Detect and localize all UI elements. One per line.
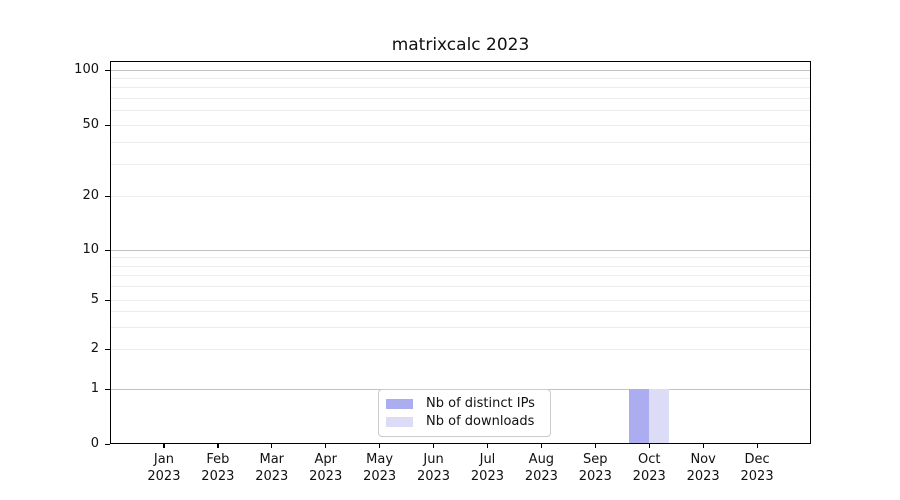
x-axis-tick-label: Sep 2023 (563, 451, 627, 485)
y-axis-tickmark (105, 195, 110, 197)
x-axis-tick-year: 2023 (363, 469, 397, 484)
y-axis-tick-label: 5 (90, 292, 99, 307)
legend: Nb of distinct IPs Nb of downloads (378, 389, 551, 437)
chart-title: matrixcalc 2023 (391, 35, 530, 55)
y-axis-tick-label: 10 (82, 242, 99, 257)
x-axis-tick-year: 2023 (309, 469, 343, 484)
y-axis-tick-label: 0 (90, 436, 99, 451)
x-axis-tick-label: Dec 2023 (725, 451, 789, 485)
x-axis-tick-year: 2023 (201, 469, 235, 484)
x-axis-tickmark (540, 444, 543, 448)
x-axis-tick-label: Jan 2023 (132, 451, 196, 485)
x-axis-tick-label: Oct 2023 (617, 451, 681, 485)
x-axis-tickmark (433, 444, 435, 448)
x-axis-tickmark (702, 444, 704, 448)
x-axis-tick-year: 2023 (416, 469, 451, 484)
x-axis-tick-label: Jul 2023 (455, 451, 519, 485)
y-axis-tick-label: 20 (82, 188, 99, 203)
minor-gridline (110, 311, 811, 313)
x-axis-tickmark (217, 444, 219, 448)
y-axis-tickmark (105, 299, 110, 301)
y-axis-tickmark (105, 348, 110, 350)
bar-nb-of-downloads (649, 389, 670, 444)
minor-gridline (110, 87, 811, 89)
legend-label-distinct-ips: Nb of distinct IPs (426, 395, 535, 411)
bar-nb-of-distinct-ips (629, 389, 650, 444)
minor-gridline (110, 110, 811, 112)
x-axis-tick-year: 2023 (686, 469, 720, 484)
x-axis-tick-label: Mar 2023 (240, 451, 304, 485)
x-axis-tickmark (325, 444, 327, 448)
x-axis-tick-label: Aug 2023 (509, 451, 573, 485)
legend-item-downloads: Nb of downloads (386, 414, 543, 430)
x-axis-tick-year: 2023 (578, 469, 612, 484)
y-axis-tickmark (105, 443, 110, 445)
minor-gridline (110, 77, 811, 79)
y-axis-tick-label: 50 (82, 117, 99, 132)
major-gridline (110, 249, 811, 251)
x-axis-tick-year: 2023 (524, 469, 558, 484)
x-axis-tickmark (163, 444, 165, 448)
x-axis-tickmark (271, 444, 273, 448)
y-axis-tickmark (105, 124, 110, 126)
y-axis-tickmark (105, 249, 110, 251)
legend-label-downloads: Nb of downloads (426, 414, 535, 430)
x-axis-tick-year: 2023 (255, 469, 289, 484)
x-axis-tick-year: 2023 (147, 469, 181, 484)
y-axis-tick-label: 2 (90, 341, 99, 356)
legend-item-distinct-ips: Nb of distinct IPs (386, 396, 543, 412)
minor-gridline (110, 257, 811, 259)
minor-gridline (110, 265, 811, 267)
legend-swatch-distinct-ips-icon (386, 398, 413, 409)
x-axis-tick-year: 2023 (740, 469, 774, 484)
x-axis-tick-label: Jun 2023 (402, 451, 466, 485)
x-axis-tick-year: 2023 (470, 469, 504, 484)
x-axis-tick-year: 2023 (632, 469, 666, 484)
legend-swatch-downloads-icon (386, 417, 413, 428)
x-axis-tickmark (648, 444, 650, 448)
minor-gridline (110, 195, 811, 197)
minor-gridline (110, 299, 811, 301)
y-axis-tick-label: 1 (90, 381, 99, 396)
x-axis-tickmark (486, 444, 489, 448)
minor-gridline (110, 286, 811, 288)
x-axis-tickmark (594, 444, 596, 448)
x-axis-tickmark (379, 444, 381, 448)
y-axis-tickmark (105, 388, 110, 390)
minor-gridline (110, 97, 811, 99)
minor-gridline (110, 164, 811, 166)
x-axis-tick-label: May 2023 (348, 451, 412, 485)
y-axis-tickmark (105, 69, 110, 71)
x-axis-tick-label: Nov 2023 (671, 451, 735, 485)
minor-gridline (110, 124, 811, 126)
major-gridline (110, 69, 811, 71)
minor-gridline (110, 141, 811, 143)
minor-gridline (110, 326, 811, 328)
minor-gridline (110, 348, 811, 350)
minor-gridline (110, 275, 811, 277)
x-axis-tick-label: Apr 2023 (294, 451, 358, 485)
x-axis-tick-label: Feb 2023 (186, 451, 250, 485)
x-axis-tickmark (756, 444, 758, 448)
y-axis-tick-label: 100 (74, 62, 99, 77)
